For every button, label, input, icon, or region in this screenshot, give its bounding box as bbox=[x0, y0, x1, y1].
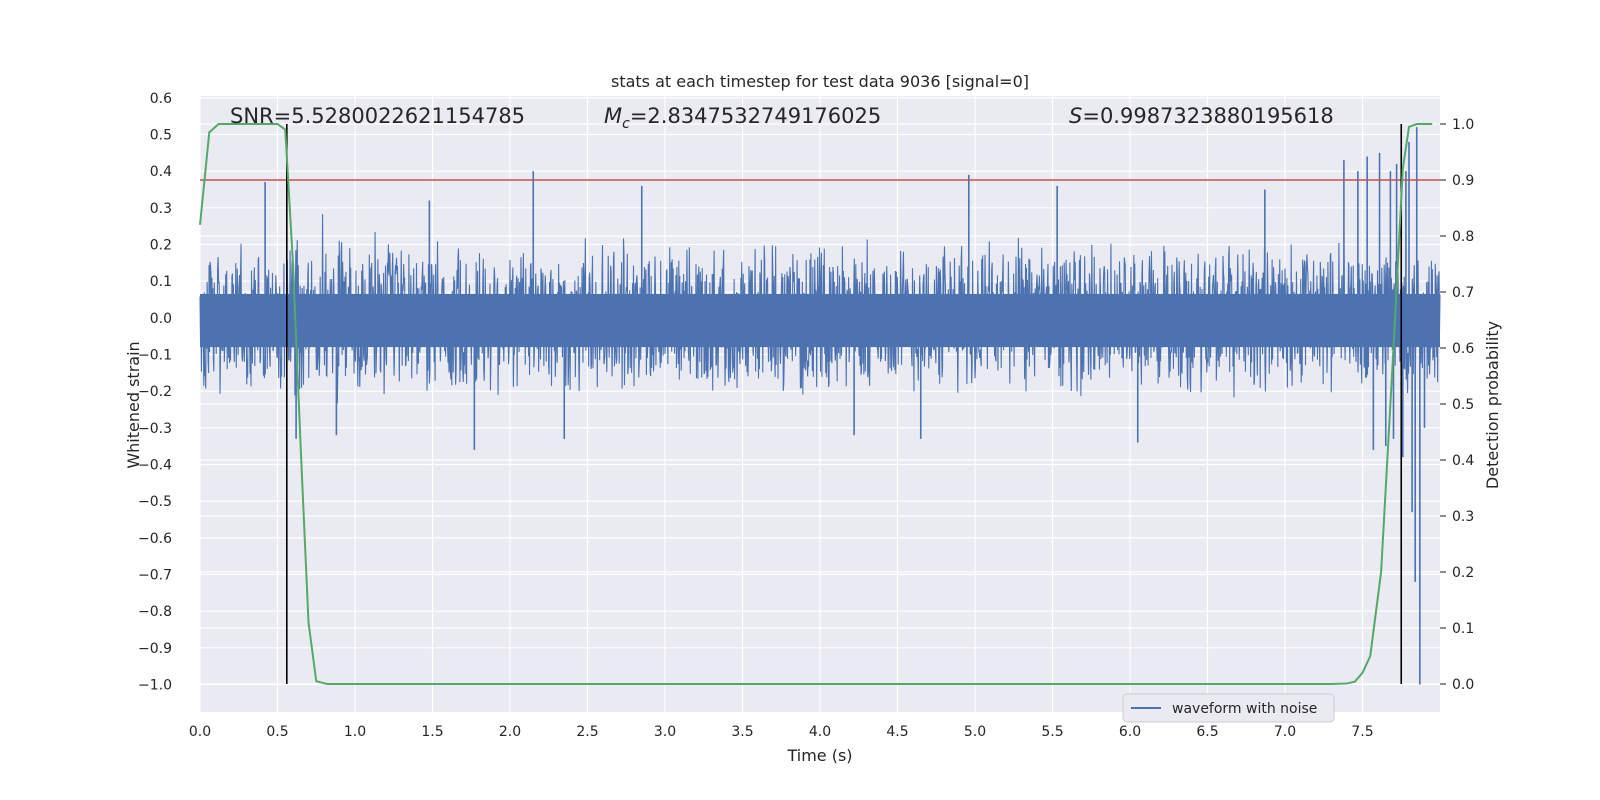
y-tick-label: −0.6 bbox=[138, 531, 172, 547]
snr-annotation: SNR=5.5280022621154785 bbox=[230, 104, 525, 128]
x-tick-label: 4.5 bbox=[886, 724, 908, 740]
x-tick-label: 0.5 bbox=[266, 724, 288, 740]
s-symbol: S bbox=[1069, 104, 1082, 128]
x-tick-label: 1.5 bbox=[421, 724, 443, 740]
x-tick-label: 7.0 bbox=[1274, 724, 1296, 740]
y-tick-label: 0.5 bbox=[150, 128, 172, 144]
x-tick-label: 4.0 bbox=[809, 724, 831, 740]
x-axis-label: Time (s) bbox=[786, 746, 852, 765]
y2-tick-labels: 1.0 0.9 0.8 0.7 0.6 0.5 0.4 0.3 0.2 0.1 0.0 bbox=[1440, 117, 1474, 693]
y-axis-label: Whitened strain bbox=[124, 341, 143, 468]
x-tick-label: 5.0 bbox=[964, 724, 986, 740]
y-tick-label: −0.5 bbox=[138, 494, 172, 510]
y2-tick-label: 0.7 bbox=[1452, 285, 1474, 301]
y2-tick-label: 0.6 bbox=[1452, 341, 1474, 357]
s-value: =0.9987323880195618 bbox=[1082, 104, 1333, 128]
y-tick-label: −0.7 bbox=[138, 568, 172, 584]
mc-subscript: c bbox=[622, 116, 630, 132]
y-tick-label: 0.3 bbox=[150, 201, 172, 217]
y-tick-label: −0.8 bbox=[138, 604, 172, 620]
y-tick-label: 0.4 bbox=[150, 164, 172, 180]
mc-symbol: M bbox=[604, 104, 622, 128]
y-tick-labels: 0.6 0.5 0.4 0.3 0.2 0.1 0.0 −0.1 −0.2 −0.3 −0.4 −0.… bbox=[138, 91, 172, 694]
y2-tick-label: 0.4 bbox=[1452, 453, 1474, 469]
chart-title: stats at each timestep for test data 903… bbox=[611, 72, 1029, 91]
y2-tick-label: 0.3 bbox=[1452, 509, 1474, 525]
x-tick-label: 6.0 bbox=[1119, 724, 1141, 740]
waveform-series bbox=[199, 127, 1441, 685]
x-tick-label: 6.5 bbox=[1196, 724, 1218, 740]
x-tick-label: 0.0 bbox=[189, 724, 211, 740]
legend-waveform-label: waveform with noise bbox=[1172, 701, 1317, 717]
legend-box bbox=[1122, 693, 1335, 723]
y-tick-label: 0.1 bbox=[150, 274, 172, 290]
y-tick-label: 0.2 bbox=[150, 238, 172, 254]
mc-annotation: Mc=2.8347532749176025 bbox=[604, 104, 881, 132]
y2-tick-label: 1.0 bbox=[1452, 117, 1474, 133]
probability-line bbox=[199, 123, 1433, 685]
x-tick-label: 3.5 bbox=[731, 724, 753, 740]
y-tick-label: −1.0 bbox=[138, 678, 172, 694]
y2-tick-label: 0.9 bbox=[1452, 173, 1474, 189]
s-annotation: S=0.9987323880195618 bbox=[1069, 104, 1334, 128]
x-tick-label: 5.5 bbox=[1041, 724, 1063, 740]
y-tick-label: −0.3 bbox=[138, 421, 172, 437]
probability-series bbox=[199, 123, 1433, 685]
y-tick-label: 0.6 bbox=[150, 91, 172, 107]
y-tick-label: −0.9 bbox=[138, 641, 172, 657]
y-tick-label: −0.1 bbox=[138, 348, 172, 364]
y2-tick-label: 0.0 bbox=[1452, 677, 1474, 693]
mc-value: =2.8347532749176025 bbox=[630, 104, 881, 128]
y2-tick-label: 0.5 bbox=[1452, 397, 1474, 413]
x-tick-label: 7.5 bbox=[1351, 724, 1373, 740]
y2-axis-label: Detection probability bbox=[1483, 321, 1502, 489]
x-tick-label: 2.5 bbox=[576, 724, 598, 740]
waveform-core-band bbox=[200, 294, 1440, 348]
y2-tick-label: 0.2 bbox=[1452, 565, 1474, 581]
y2-tick-label: 0.8 bbox=[1452, 229, 1474, 245]
x-tick-label: 1.0 bbox=[344, 724, 366, 740]
y-tick-label: −0.4 bbox=[138, 458, 172, 474]
y2-tick-label: 0.1 bbox=[1452, 621, 1474, 637]
x-tick-label: 2.0 bbox=[499, 724, 521, 740]
x-tick-labels: 0.0 0.5 1.0 1.5 2.0 2.5 3.0 3.5 4.0 4.5 5.0 5.5 6.0 6… bbox=[189, 724, 1374, 740]
legend: waveform with noise bbox=[1122, 693, 1335, 723]
y-tick-label: −0.2 bbox=[138, 384, 172, 400]
y-tick-label: 0.0 bbox=[150, 311, 172, 327]
x-tick-label: 3.0 bbox=[654, 724, 676, 740]
